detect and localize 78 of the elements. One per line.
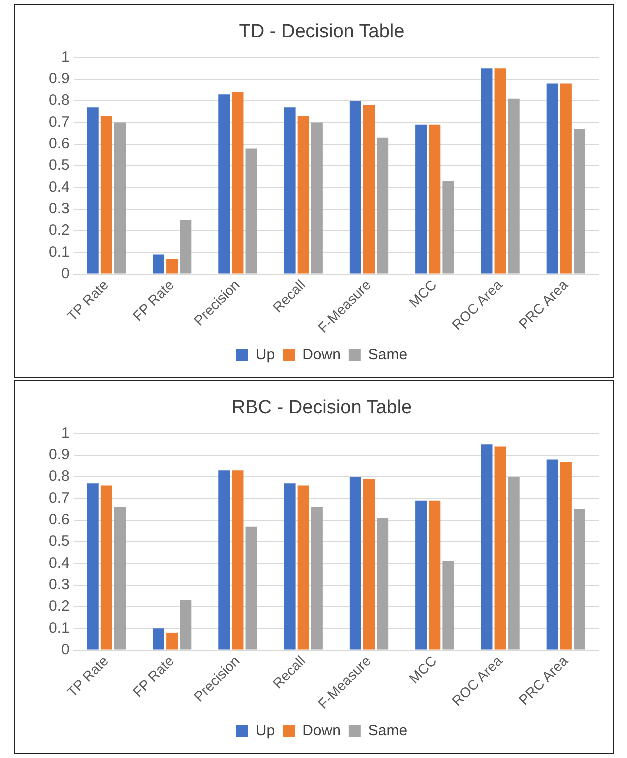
bar [429,500,441,650]
bar [180,220,192,274]
bar [377,138,389,274]
bar [246,148,258,274]
y-tick-label: 0.4 [48,554,70,572]
bar [87,484,99,650]
bar [416,500,428,650]
bar [284,484,296,650]
bar [114,122,126,274]
y-tick-label: 0.5 [48,533,70,550]
y-tick-label: 1 [62,48,70,66]
bar [377,518,389,650]
bar [87,108,99,274]
chart-title: RBC - Decision Table [232,398,412,419]
legend-label: Same [368,346,408,364]
legend-label: Down [302,722,341,740]
y-tick-label: 0 [62,641,70,658]
bar [494,68,506,274]
y-tick-label: 0.6 [48,136,70,153]
y-tick-label: 0.8 [48,92,70,110]
y-tick-label: 0 [62,265,70,282]
bar [311,507,323,650]
bar [442,181,454,274]
legend-label: Same [368,722,408,740]
bar [560,84,572,274]
y-tick-label: 0.4 [48,178,70,196]
bar [232,92,244,274]
bar [166,259,178,274]
bar [218,470,230,650]
legend-label: Down [302,346,341,364]
y-tick-label: 0.2 [48,222,70,240]
legend-label: Up [256,722,276,740]
bar [429,124,441,274]
bar [363,105,376,274]
bar [246,526,258,650]
y-tick-label: 0.3 [48,200,70,218]
y-tick-label: 0.1 [48,620,70,637]
y-tick-label: 0.1 [48,244,70,261]
bar [574,510,586,650]
bar [416,124,428,274]
bar [166,632,178,650]
bar [284,108,296,274]
bar [100,486,112,650]
legend-label: Up [256,346,276,364]
bar [508,98,520,274]
bar [100,116,112,274]
y-tick-label: 0.9 [48,70,70,88]
y-tick-label: 0.3 [48,576,70,594]
bar [442,562,454,650]
bar [350,477,362,650]
y-tick-label: 0.2 [48,598,70,616]
y-tick-label: 0.7 [48,114,70,131]
bar [494,446,506,650]
bar [546,460,558,650]
bar [114,507,126,650]
bar [152,254,165,274]
bar [298,116,310,274]
bar [180,600,192,650]
y-tick-label: 0.6 [48,512,70,529]
y-tick-label: 0.8 [48,468,70,486]
y-tick-label: 1 [62,424,70,442]
bar [232,470,244,650]
chart-title: TD - Decision Table [239,22,405,43]
bar [560,462,572,650]
y-tick-label: 0.9 [48,446,70,464]
bar [218,94,230,274]
bar [311,122,323,274]
bar [350,101,362,274]
bar [298,486,310,650]
y-tick-label: 0.7 [48,490,70,507]
bar [363,479,376,650]
y-tick-label: 0.5 [48,157,70,174]
bar [574,129,586,274]
bar [546,84,558,274]
bar [481,68,493,274]
bar [508,477,520,650]
bar [481,444,493,650]
bar [152,628,165,650]
